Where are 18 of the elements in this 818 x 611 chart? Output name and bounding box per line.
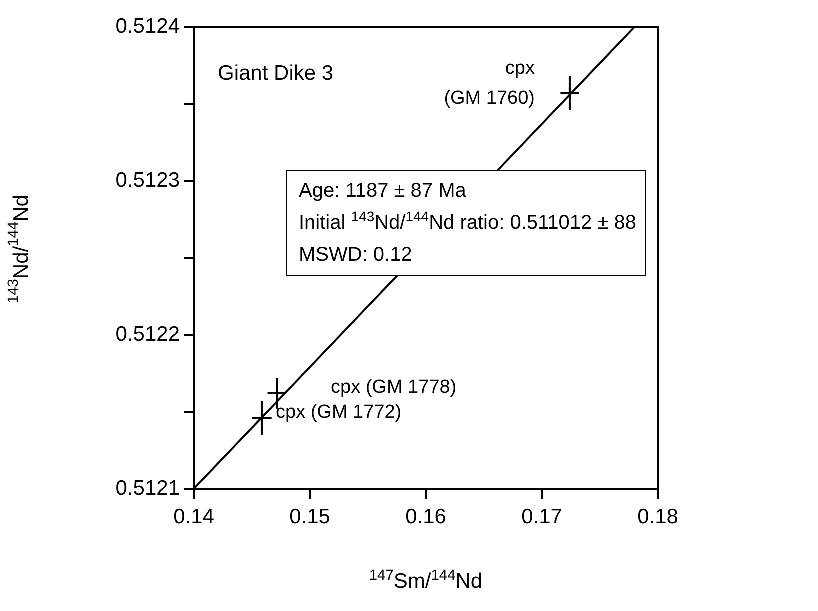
x-tick-label: 0.16 [406,505,446,528]
x-tick-label: 0.15 [290,505,330,528]
x-tick-label: 0.14 [174,505,215,528]
x-axis-title: $^{147}$Sm/$^{144}$Nd [368,568,484,594]
x-tick-label: 0.18 [638,505,678,528]
annotation: Initial $^{143}$Nd/$^{144}$Nd ratio: 0.511012 ± 88 [299,207,637,236]
y-tick-label: 0.5124 [116,14,180,38]
y-tick-label: 0.5122 [116,322,180,346]
annotation: Age: 1187 ± 87 Ma [299,179,468,204]
y-tick-label: 0.5123 [116,168,180,192]
x-tick-label: 0.17 [522,505,562,528]
annotation: cpx (GM 1772) [276,402,402,424]
annotation: (GM 1760) [444,88,535,110]
annotation: Giant Dike 3 [218,62,334,86]
annotation: cpx (GM 1778) [331,377,457,399]
annotation: cpx [505,58,535,80]
y-tick-label: 0.5121 [116,476,180,500]
annotation: MSWD: 0.12 [299,243,414,268]
